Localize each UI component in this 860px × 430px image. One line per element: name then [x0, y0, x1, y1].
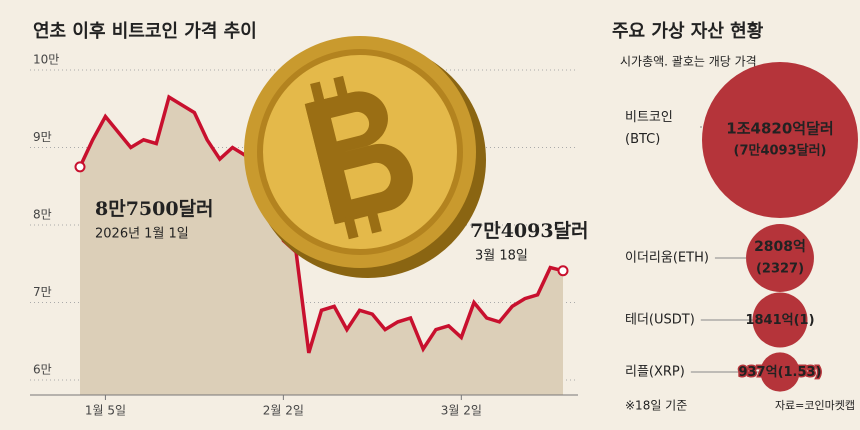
chart-title: 연초 이후 비트코인 가격 추이 — [33, 21, 257, 42]
asset-name-part: 비트코인 — [625, 110, 673, 125]
price-label: (1.53) — [778, 365, 822, 380]
chart-title: 주요 가상 자산 현황 — [612, 21, 764, 42]
y-tick-label: 7만 — [33, 285, 52, 299]
bubble — [746, 224, 814, 292]
value-price-label: 937억(1.53) — [738, 365, 821, 380]
price-label: (2327) — [756, 262, 804, 277]
value-label: 1조4820억달러 — [726, 120, 833, 138]
x-tick-label: 1월 5일 — [85, 404, 126, 418]
asset-name: 리플(XRP) — [625, 365, 685, 380]
date-label: 3월 18일 — [475, 249, 528, 264]
asset-name: 이더리움(ETH) — [625, 251, 709, 266]
y-tick-label: 6만 — [33, 363, 52, 377]
asset-name: 테더(USDT) — [625, 313, 695, 328]
value-label: 8만7500달러 — [95, 198, 214, 220]
coin-illustration — [244, 36, 486, 278]
price-label: (7만4093달러) — [734, 143, 827, 159]
annotations: 8만7500달러 2026년 1월 1일 7만4093달러 3월 18일 — [74, 161, 589, 277]
value-label: 1841억 — [745, 313, 793, 328]
area — [80, 97, 563, 395]
x-tick-label: 2월 2일 — [263, 404, 304, 418]
note: ※18일 기준 — [625, 399, 687, 413]
value-price-label: 1841억(1) — [745, 313, 814, 328]
y-tick-label: 9만 — [33, 130, 52, 144]
price-label: (1) — [794, 313, 815, 328]
y-tick-label: 10만 — [33, 53, 59, 67]
line — [78, 94, 564, 354]
value-label: 7만4093달러 — [470, 220, 589, 242]
y-tick-label: 8만 — [33, 208, 52, 222]
bubble — [752, 292, 808, 348]
date-label: 2026년 1월 1일 — [95, 227, 189, 242]
value-label: 937억 — [738, 365, 777, 380]
asset-name-part: (BTC) — [625, 132, 660, 147]
plot: 10만 9만 8만 7만 6만 1월 5일 2월 2일 3월 2일 시가총액. 괄호는 개당 가… — [30, 53, 858, 418]
marker — [74, 161, 86, 173]
value-label: 2808억 — [754, 239, 806, 255]
bubble — [702, 62, 858, 218]
asset-name: 비트코인 (BTC) — [625, 110, 673, 147]
x-tick-label: 3월 2일 — [441, 404, 482, 418]
bubble — [760, 352, 800, 392]
marker — [557, 265, 569, 277]
source: 자료=코인마켓캡 — [775, 399, 855, 412]
subtitle: 시가총액. 괄호는 개당 가격 — [620, 55, 757, 69]
